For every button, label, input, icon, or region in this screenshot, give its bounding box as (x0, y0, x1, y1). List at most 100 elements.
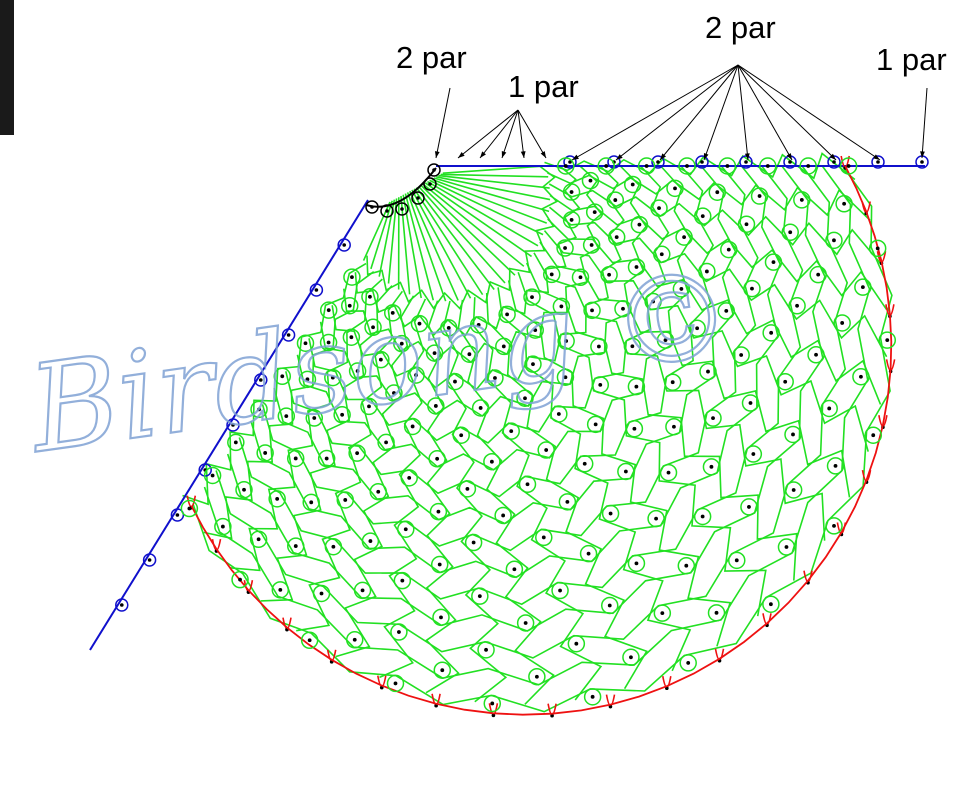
pin-dot (684, 563, 689, 568)
edge-pin-dot (568, 160, 572, 164)
pin-dot (392, 391, 396, 395)
fan-thread (433, 177, 550, 213)
pin-dot (621, 306, 625, 311)
pin-circle (214, 517, 232, 536)
pin-circle (348, 444, 366, 462)
pin-dot (840, 321, 845, 325)
pin-circle (312, 584, 331, 603)
pin-dot (806, 164, 811, 168)
edge-pin-circle (871, 155, 885, 169)
pin-circle (302, 493, 320, 512)
mesh-thread (226, 165, 826, 632)
fan-thread (400, 195, 411, 295)
pin-dot (278, 587, 283, 592)
mesh-thread (319, 165, 648, 418)
fan-thread (370, 200, 393, 270)
pin-circle (360, 397, 378, 416)
edge-pin-dot (314, 288, 319, 292)
pin-dot (459, 433, 464, 438)
fan-thread (413, 188, 484, 296)
pin-dot (590, 308, 594, 313)
pin-circle (622, 648, 640, 667)
pin-dot (709, 464, 714, 469)
pin-dot (242, 487, 246, 492)
pin-dot (355, 369, 360, 373)
pin-circle (617, 462, 635, 481)
pin-circle (653, 604, 672, 622)
pin-dot (604, 164, 609, 168)
apex-pin-dot (385, 209, 389, 213)
edge-pin-circle (281, 328, 296, 342)
pin-dot (726, 247, 731, 252)
pin-dot (399, 341, 404, 346)
mesh-thread (548, 206, 888, 358)
pin-circles (180, 157, 897, 713)
pin-dot (437, 562, 442, 567)
pin-dot (588, 178, 593, 183)
pin-circle (644, 292, 662, 311)
pin-circle (483, 452, 501, 471)
pin-circle (600, 266, 618, 284)
pin-circle (477, 641, 495, 659)
pin-circle (361, 532, 380, 550)
pin-circle (483, 694, 502, 713)
pin-circle (659, 463, 678, 482)
arrow-head (520, 151, 526, 158)
pin-dot (634, 384, 639, 389)
pin-circle (271, 581, 290, 599)
edge-pin-dot (744, 160, 748, 164)
pin-circle (524, 355, 542, 373)
pin-dot (275, 496, 280, 501)
pin-dot (489, 459, 494, 464)
pin-dot (607, 603, 612, 608)
pin-circle (820, 399, 838, 418)
pin-dot (433, 404, 438, 408)
pin-dot (715, 190, 720, 195)
pin-circle (623, 337, 642, 356)
edge-pin-dot (920, 160, 924, 164)
pin-dot (263, 451, 268, 455)
pin-circle (614, 299, 632, 318)
pin-dot (340, 412, 345, 417)
arrow-line (517, 109, 525, 159)
pin-dot (384, 440, 388, 445)
mesh-thread (182, 262, 367, 506)
mesh-thread (543, 230, 869, 452)
pin-dot (842, 201, 847, 206)
pin-circle (826, 457, 845, 475)
pin-dot (637, 222, 642, 227)
pin-dot (303, 341, 308, 346)
pin-dot (623, 469, 628, 474)
pin-circle (571, 268, 590, 287)
mesh-thread (539, 241, 851, 498)
apex-pin-circle (380, 204, 394, 218)
pin-dot (349, 335, 354, 340)
pin-dot (569, 218, 574, 222)
pin-circle (372, 350, 390, 369)
pin-dot (706, 369, 710, 374)
fan-thread (387, 198, 398, 284)
pin-circle (809, 265, 827, 284)
pin-circle (486, 369, 504, 387)
blue-edge-lines (89, 155, 929, 651)
arrow-line (435, 87, 451, 159)
arrow-head (480, 151, 486, 158)
edge-pin-dot (832, 160, 836, 164)
pin-circle (317, 449, 336, 468)
pin-circle (627, 554, 646, 573)
corner-dark-block (0, 0, 14, 135)
pin-circle (852, 367, 870, 386)
pin-dot (711, 416, 715, 421)
pin-dot (324, 456, 329, 461)
pin-dot (563, 246, 567, 250)
pin-circle (693, 507, 712, 526)
pin-dot (632, 426, 637, 431)
mesh-thread (485, 292, 648, 690)
pin-circle (590, 337, 608, 356)
pin-circle (385, 384, 403, 402)
pin-dot (704, 269, 709, 274)
pin-dot (187, 506, 192, 511)
pin-circle (433, 661, 452, 679)
pin-dot (860, 285, 865, 290)
pin-circle (324, 368, 342, 387)
